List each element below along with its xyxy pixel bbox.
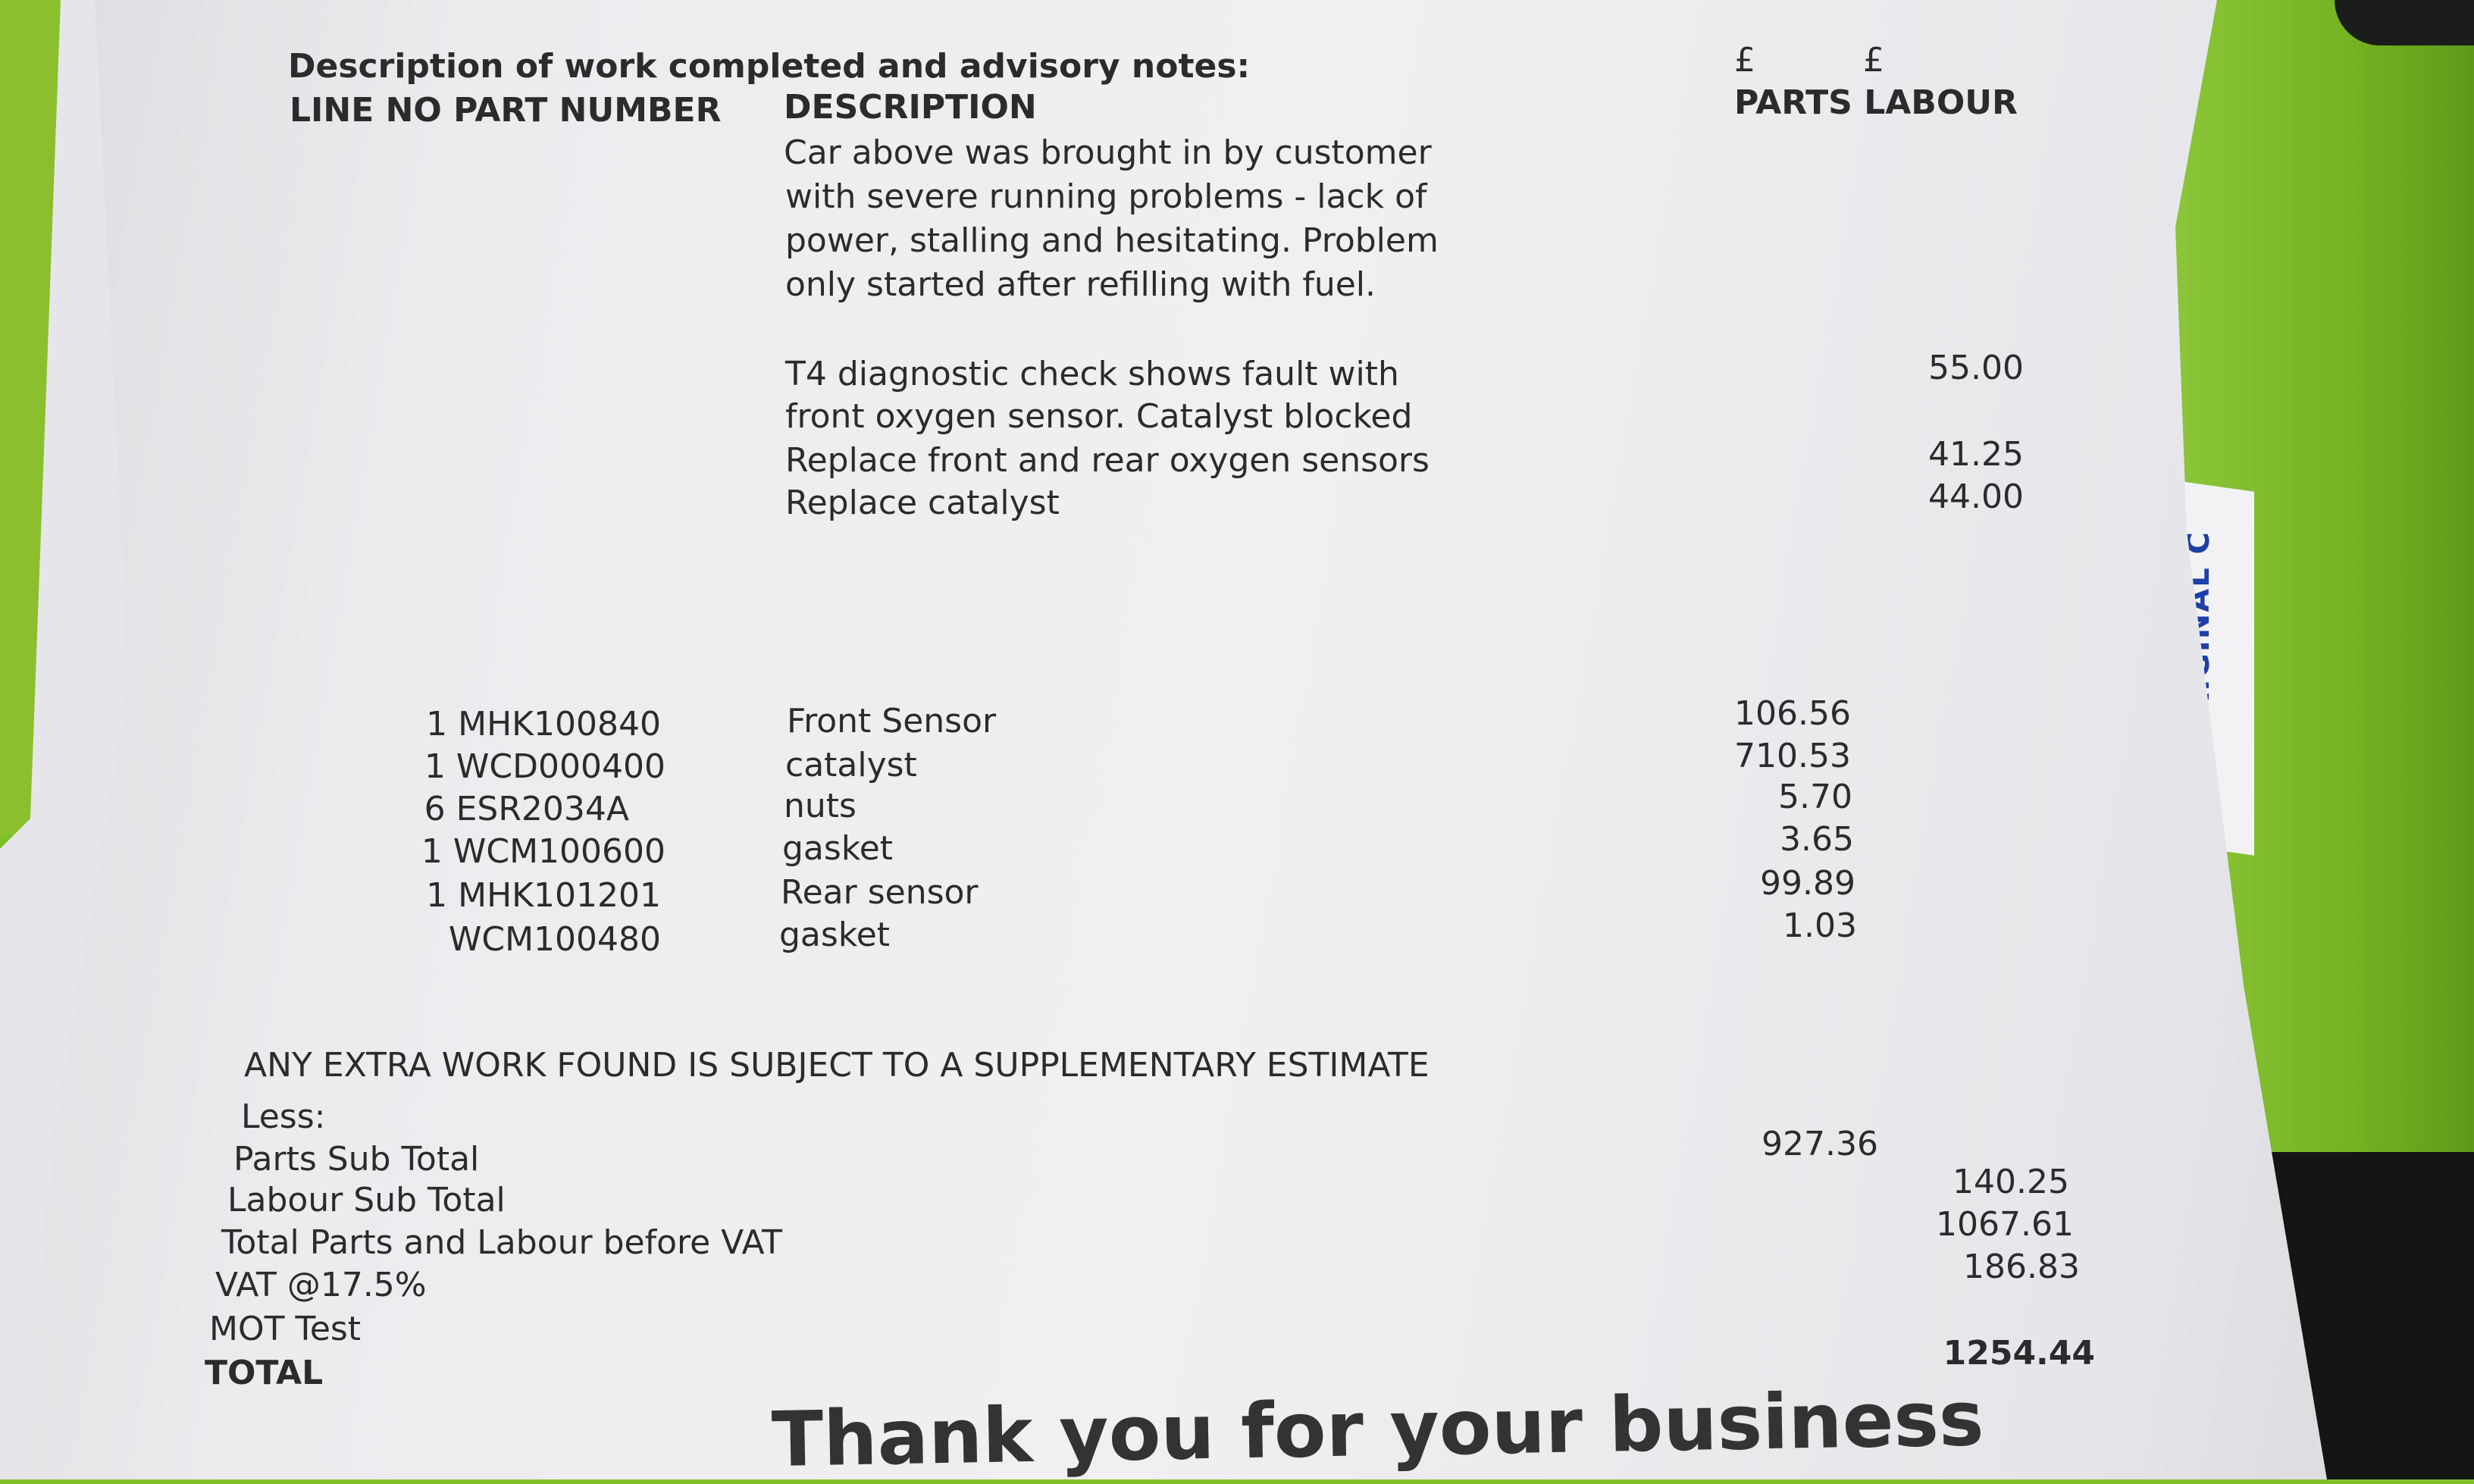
part-description: Rear sensor [781,873,979,912]
part-number: 1 WCM100600 [421,832,665,871]
currency-parts: £ [1734,41,1755,80]
parts-sub-total-value: 927.36 [1762,1125,1878,1163]
part-number: 6 ESR2034A [424,790,629,828]
note-line: Car above was brought in by customer [784,133,1432,172]
part-price: 5.70 [1778,778,1852,816]
part-description: gasket [779,916,891,954]
parts-sub-total-label: Parts Sub Total [233,1140,480,1179]
part-number: 1 WCD000400 [424,747,665,786]
part-description: nuts [784,787,857,825]
thank-you-message: Thank you for your business [771,1374,1985,1484]
total-value: 1254.44 [1943,1334,2095,1373]
part-number: 1 MHK101201 [426,876,661,915]
labour-sub-total-label: Labour Sub Total [227,1181,506,1219]
before-vat-value: 1067.61 [1936,1205,2074,1244]
column-header-parts-labour: PARTS LABOUR [1734,83,2018,122]
part-description: gasket [782,829,894,868]
section-heading: Description of work completed and adviso… [288,47,1251,86]
note-line: only started after refilling with fuel. [785,265,1376,304]
supplementary-notice: ANY EXTRA WORK FOUND IS SUBJECT TO A SUP… [244,1046,1430,1085]
labour-item-line: Replace front and rear oxygen sensors [785,441,1430,480]
column-header-line-part: LINE NO PART NUMBER [290,91,722,130]
part-price: 710.53 [1734,737,1851,775]
labour-sub-total-value: 140.25 [1953,1163,2069,1201]
part-price: 99.89 [1760,864,1856,903]
note-line: power, stalling and hesitating. Problem [785,221,1439,260]
before-vat-label: Total Parts and Labour before VAT [221,1223,783,1262]
part-price: 3.65 [1780,820,1854,859]
labour-value: 44.00 [1928,477,2024,516]
total-label: TOTAL [205,1354,324,1392]
part-number: 1 MHK100840 [426,705,661,744]
part-description: catalyst [785,746,917,784]
part-price: 106.56 [1734,694,1851,733]
labour-value: 55.00 [1928,349,2024,387]
background-dark-top [2335,0,2474,45]
labour-value: 41.25 [1928,435,2024,474]
labour-item-line: Replace catalyst [785,484,1060,522]
part-number: WCM100480 [448,920,661,959]
labour-item-line: front oxygen sensor. Catalyst blocked [785,397,1413,436]
part-description: Front Sensor [787,702,997,740]
part-price: 1.03 [1783,906,1857,945]
mot-test-label: MOT Test [209,1310,362,1348]
column-header-description: DESCRIPTION [784,88,1037,127]
less-label: Less: [241,1097,326,1136]
currency-labour: £ [1863,41,1884,80]
note-line: with severe running problems - lack of [785,177,1427,216]
labour-item-line: T4 diagnostic check shows fault with [785,355,1399,393]
vat-label: VAT @17.5% [215,1266,427,1304]
vat-value: 186.83 [1963,1248,2080,1286]
